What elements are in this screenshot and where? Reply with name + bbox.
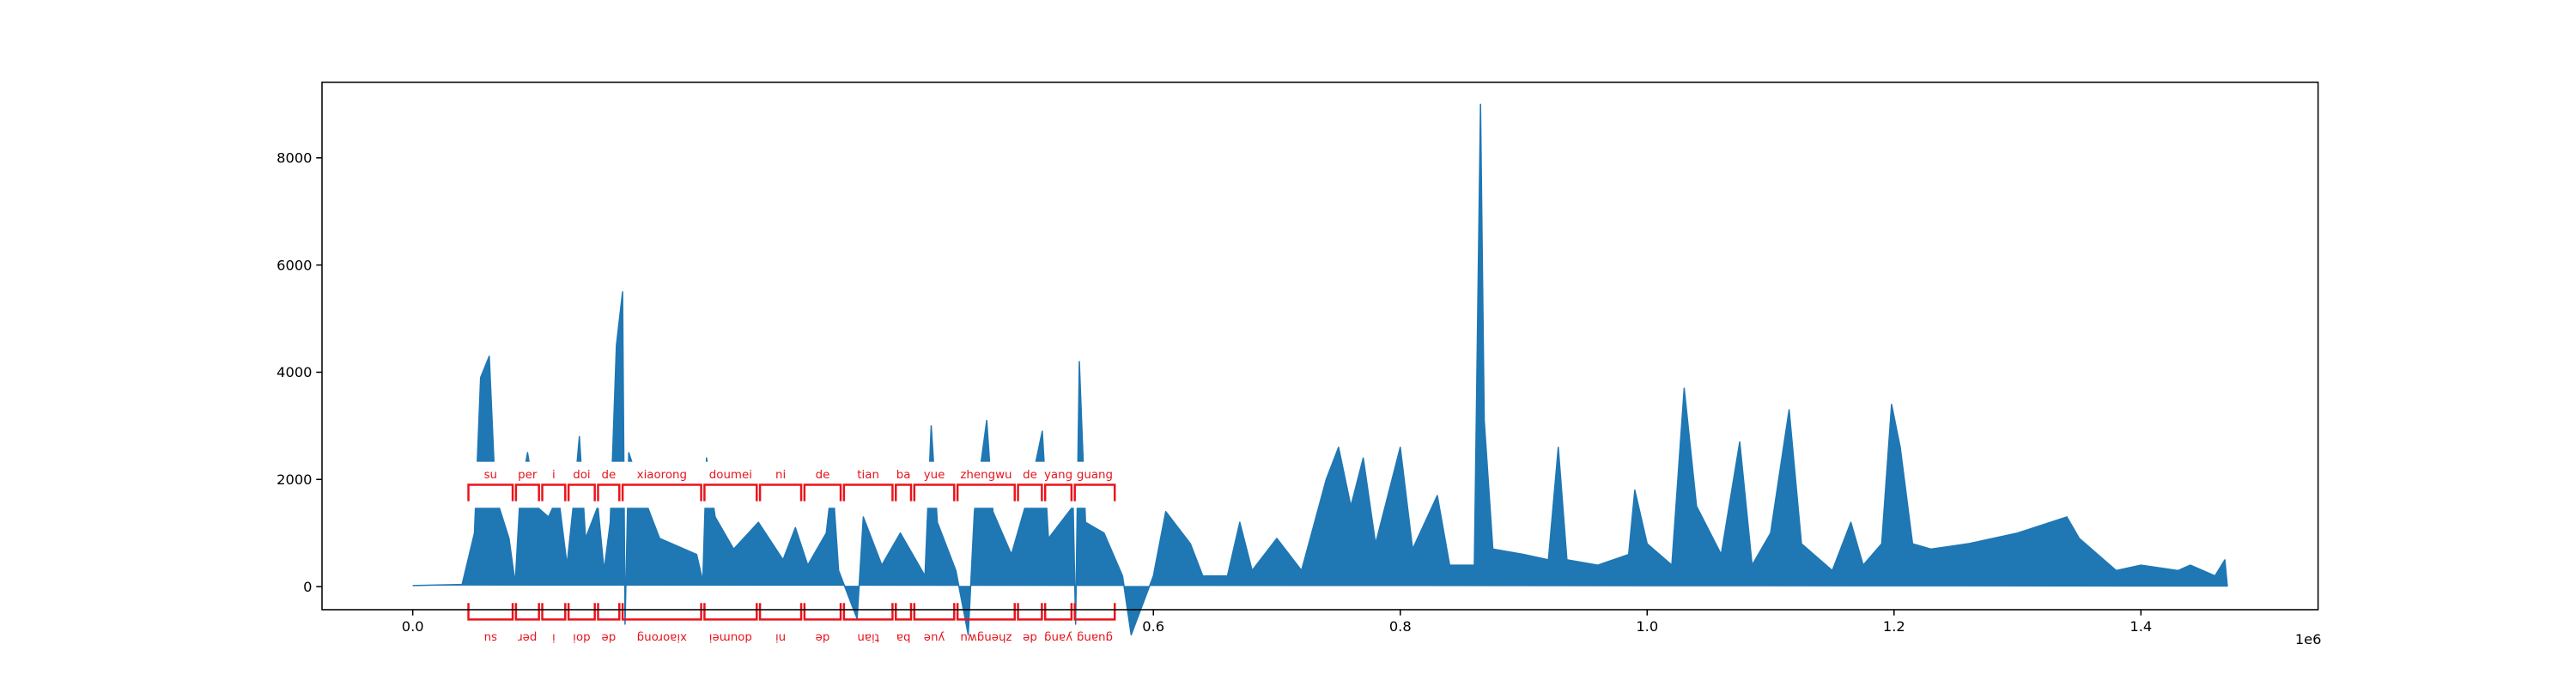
bracket-mirrored xyxy=(514,603,540,621)
bracket xyxy=(913,483,956,502)
annotation-label: yang xyxy=(1044,469,1072,482)
bracket-mirrored xyxy=(703,603,758,621)
annotation-label-mirrored: tian xyxy=(857,631,879,644)
annotation-label-mirrored: per xyxy=(518,631,538,644)
bracket xyxy=(842,483,894,502)
annotation-label-mirrored: ni xyxy=(775,631,786,644)
axes-frame xyxy=(321,82,2319,611)
annotation-label: i xyxy=(552,469,556,482)
annotation-label-mirrored: zhengwu xyxy=(960,631,1012,644)
bracket-mirrored xyxy=(803,603,842,621)
annotation-label-mirrored: guang xyxy=(1077,631,1113,644)
annotation-label-mirrored: de xyxy=(1023,631,1037,644)
annotation-label: tian xyxy=(857,469,879,482)
annotation-label-mirrored: i xyxy=(552,631,556,644)
bracket-mirrored xyxy=(467,603,514,621)
x-tick-label: 1.0 xyxy=(1636,618,1658,635)
x-offset-label: 1e6 xyxy=(2295,631,2322,647)
bracket-mirrored xyxy=(758,603,803,621)
bracket xyxy=(514,483,540,502)
bracket xyxy=(1043,483,1073,502)
bracket xyxy=(597,483,621,502)
x-tick-label: 0.0 xyxy=(402,618,424,635)
waveform xyxy=(412,103,2228,636)
annotation-label: per xyxy=(518,469,538,482)
annotation-label: de xyxy=(602,469,617,482)
annotation-label: de xyxy=(816,469,830,482)
annotation-label-mirrored: su xyxy=(484,631,497,644)
bracket xyxy=(467,483,514,502)
annotation-label-mirrored: yue xyxy=(924,631,945,644)
bracket xyxy=(621,483,702,502)
plot-area: susuperperiidoidoidedexiaorongxiaorongdo… xyxy=(412,103,2228,644)
bracket-mirrored xyxy=(842,603,894,621)
annotation-label: de xyxy=(1023,469,1037,482)
bracket xyxy=(703,483,758,502)
bracket-mirrored xyxy=(567,603,596,621)
y-tick-label: 2000 xyxy=(276,471,312,488)
bracket-mirrored xyxy=(913,603,956,621)
bracket xyxy=(956,483,1016,502)
bracket-mirrored xyxy=(621,603,702,621)
bracket xyxy=(758,483,803,502)
annotation-label: su xyxy=(484,469,497,482)
annotation-label: doumei xyxy=(709,469,752,482)
annotation-label-mirrored: ba xyxy=(896,631,911,644)
bracket-mirrored xyxy=(895,603,913,621)
y-tick-label: 8000 xyxy=(276,150,312,167)
annotation-label-mirrored: doi xyxy=(573,631,590,644)
annotation-label-mirrored: de xyxy=(602,631,617,644)
x-tick-label: 0.6 xyxy=(1142,618,1164,635)
bracket-mirrored xyxy=(1043,603,1073,621)
bracket xyxy=(567,483,596,502)
annotation-label: guang xyxy=(1077,469,1113,482)
annotation-label-mirrored: yang xyxy=(1044,631,1072,644)
annotation-label-mirrored: doumei xyxy=(709,631,752,644)
y-tick-label: 6000 xyxy=(276,257,312,273)
bracket xyxy=(1017,483,1043,502)
annotation-label-mirrored: de xyxy=(816,631,830,644)
y-tick-label: 4000 xyxy=(276,364,312,380)
bracket xyxy=(803,483,842,502)
annotation-label: ba xyxy=(896,469,911,482)
annotation-label: doi xyxy=(573,469,590,482)
annotation-label: ni xyxy=(775,469,786,482)
bracket xyxy=(895,483,913,502)
bracket xyxy=(541,483,567,502)
bracket xyxy=(1073,483,1116,502)
bracket-mirrored xyxy=(1073,603,1116,621)
x-tick-label: 1.4 xyxy=(2129,618,2152,635)
bracket-mirrored xyxy=(956,603,1016,621)
annotation-label-mirrored: xiaorong xyxy=(637,631,687,644)
x-tick-label: 0.8 xyxy=(1389,618,1412,635)
x-tick-label: 1.2 xyxy=(1883,618,1905,635)
bracket-mirrored xyxy=(1017,603,1043,621)
bracket-mirrored xyxy=(597,603,621,621)
y-tick-label: 0 xyxy=(303,579,312,595)
annotation-label: yue xyxy=(924,469,945,482)
annotation-label: xiaorong xyxy=(637,469,687,482)
annotation-label: zhengwu xyxy=(960,469,1012,482)
bracket-mirrored xyxy=(541,603,567,621)
